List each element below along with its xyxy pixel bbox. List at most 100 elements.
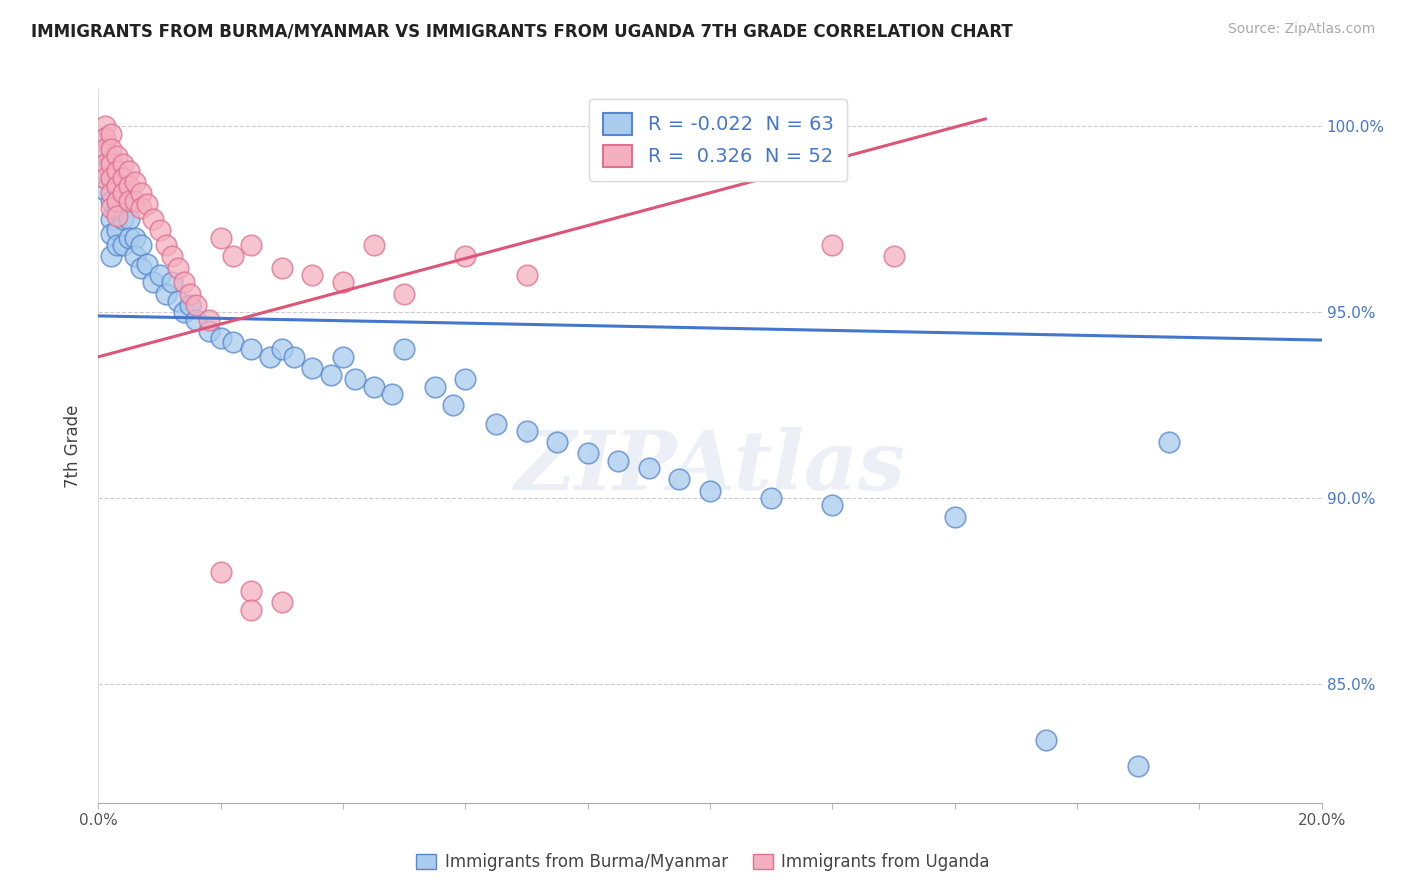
Point	[142, 212, 165, 227]
Point	[240, 238, 263, 252]
Point	[454, 372, 477, 386]
Point	[118, 194, 141, 208]
Point	[111, 238, 134, 252]
Point	[100, 153, 122, 167]
Point	[142, 276, 165, 290]
Point	[93, 182, 115, 196]
Point	[270, 260, 292, 275]
Point	[105, 178, 128, 193]
Point	[93, 130, 115, 145]
Point	[100, 212, 122, 227]
Point	[392, 343, 416, 357]
Text: IMMIGRANTS FROM BURMA/MYANMAR VS IMMIGRANTS FROM UGANDA 7TH GRADE CORRELATION CH: IMMIGRANTS FROM BURMA/MYANMAR VS IMMIGRA…	[31, 22, 1012, 40]
Point	[118, 212, 141, 227]
Point	[111, 171, 134, 186]
Point	[100, 142, 122, 156]
Legend: Immigrants from Burma/Myanmar, Immigrants from Uganda: Immigrants from Burma/Myanmar, Immigrant…	[408, 845, 998, 880]
Point	[454, 249, 477, 263]
Point	[136, 197, 159, 211]
Point	[1157, 435, 1180, 450]
Point	[100, 156, 122, 170]
Point	[93, 142, 115, 156]
Y-axis label: 7th Grade: 7th Grade	[65, 404, 83, 488]
Point	[111, 186, 134, 201]
Point	[759, 491, 782, 505]
Point	[1035, 732, 1057, 747]
Point	[259, 350, 281, 364]
Point	[105, 149, 128, 163]
Point	[100, 249, 122, 263]
Point	[124, 194, 146, 208]
Text: Source: ZipAtlas.com: Source: ZipAtlas.com	[1227, 22, 1375, 37]
Point	[283, 350, 305, 364]
Point	[100, 201, 122, 215]
Point	[576, 446, 599, 460]
Point	[129, 260, 152, 275]
Point	[186, 312, 208, 326]
Point	[821, 238, 844, 252]
Point	[111, 212, 134, 227]
Point	[637, 461, 661, 475]
Point	[100, 171, 122, 186]
Point	[363, 238, 385, 252]
Point	[423, 379, 446, 393]
Point	[173, 305, 195, 319]
Point	[93, 130, 115, 145]
Point	[155, 286, 177, 301]
Point	[301, 360, 323, 375]
Point	[240, 602, 263, 616]
Point	[179, 298, 201, 312]
Point	[516, 424, 538, 438]
Point	[319, 368, 342, 383]
Point	[943, 509, 966, 524]
Point	[167, 293, 190, 308]
Point	[209, 231, 232, 245]
Point	[118, 178, 141, 193]
Point	[105, 223, 128, 237]
Point	[105, 194, 128, 208]
Point	[209, 331, 232, 345]
Point	[93, 164, 115, 178]
Point	[93, 120, 115, 134]
Point	[441, 398, 464, 412]
Point	[100, 168, 122, 182]
Point	[155, 238, 177, 252]
Point	[129, 186, 152, 201]
Text: ZIPAtlas: ZIPAtlas	[515, 427, 905, 508]
Point	[344, 372, 367, 386]
Point	[301, 268, 323, 282]
Point	[167, 260, 190, 275]
Point	[332, 276, 354, 290]
Point	[124, 249, 146, 263]
Point	[516, 268, 538, 282]
Point	[363, 379, 385, 393]
Legend: R = -0.022  N = 63, R =  0.326  N = 52: R = -0.022 N = 63, R = 0.326 N = 52	[589, 99, 846, 181]
Point	[105, 238, 128, 252]
Point	[93, 145, 115, 160]
Point	[173, 276, 195, 290]
Point	[332, 350, 354, 364]
Point	[149, 223, 172, 237]
Point	[270, 595, 292, 609]
Point	[222, 249, 245, 263]
Point	[105, 164, 128, 178]
Point	[699, 483, 721, 498]
Point	[100, 194, 122, 208]
Point	[160, 249, 183, 263]
Point	[93, 171, 115, 186]
Point	[668, 472, 690, 486]
Point	[124, 175, 146, 189]
Point	[222, 334, 245, 349]
Point	[129, 238, 152, 252]
Point	[240, 343, 263, 357]
Point	[111, 156, 134, 170]
Point	[270, 343, 292, 357]
Point	[485, 417, 508, 431]
Point	[607, 454, 630, 468]
Point	[149, 268, 172, 282]
Point	[100, 227, 122, 241]
Point	[179, 286, 201, 301]
Point	[240, 583, 263, 598]
Point	[118, 164, 141, 178]
Point	[129, 201, 152, 215]
